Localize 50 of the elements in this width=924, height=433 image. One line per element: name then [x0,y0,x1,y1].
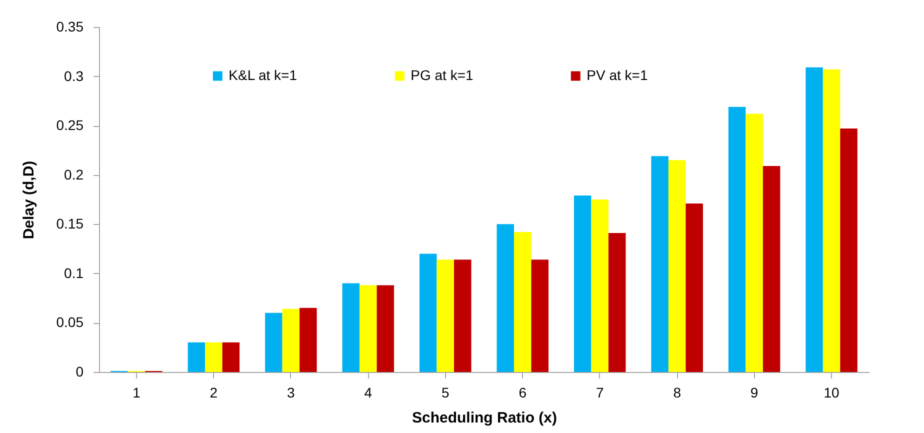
bar [265,312,282,372]
bar [300,308,317,372]
legend-label: PV at k=1 [586,67,648,83]
y-tick-label: 0 [76,364,84,380]
bar [360,285,377,372]
bar [591,200,608,372]
bar [496,224,514,372]
x-tick-label: 4 [364,384,372,400]
x-axis-title: Scheduling Ratio (x) [412,410,558,426]
y-tick-label: 0.25 [56,117,84,134]
bar [188,342,206,372]
bar [205,342,222,372]
bar [282,308,300,372]
y-tick-label: 0.1 [64,264,84,281]
bar [806,67,823,372]
y-axis-title: Delay (d,D) [20,160,38,240]
legend-label: K&L at k=1 [228,67,298,83]
bar [454,260,472,372]
y-tick-label: 0.05 [56,314,84,330]
x-tick-label: 5 [441,384,450,400]
x-tick-label: 6 [518,384,527,400]
x-tick-label: 8 [673,384,682,400]
bar [420,254,437,372]
bar [762,166,780,372]
bar [728,106,746,372]
y-tick-label: 0.35 [56,18,84,34]
x-tick-label: 7 [596,384,604,400]
bar [376,285,394,372]
y-tick-label: 0.3 [64,68,84,84]
bar [436,260,454,372]
bar [222,342,240,372]
x-tick-label: 3 [287,384,296,400]
bar [651,156,668,372]
bar [531,260,548,372]
x-tick-label: 10 [824,384,840,400]
y-tick-label: 0.2 [64,166,84,182]
bar [574,196,592,372]
bar [342,283,360,372]
y-tick-label: 0.15 [56,216,84,232]
bar [514,232,532,372]
bar [686,203,703,372]
legend-label: PG at k=1 [410,67,474,83]
bar [608,233,626,372]
bar [746,114,763,372]
bar [822,69,840,372]
x-tick-label: 1 [132,384,141,400]
bar [668,160,686,372]
x-tick-label: 9 [750,384,758,400]
x-tick-label: 2 [210,384,218,400]
bar [840,128,858,372]
